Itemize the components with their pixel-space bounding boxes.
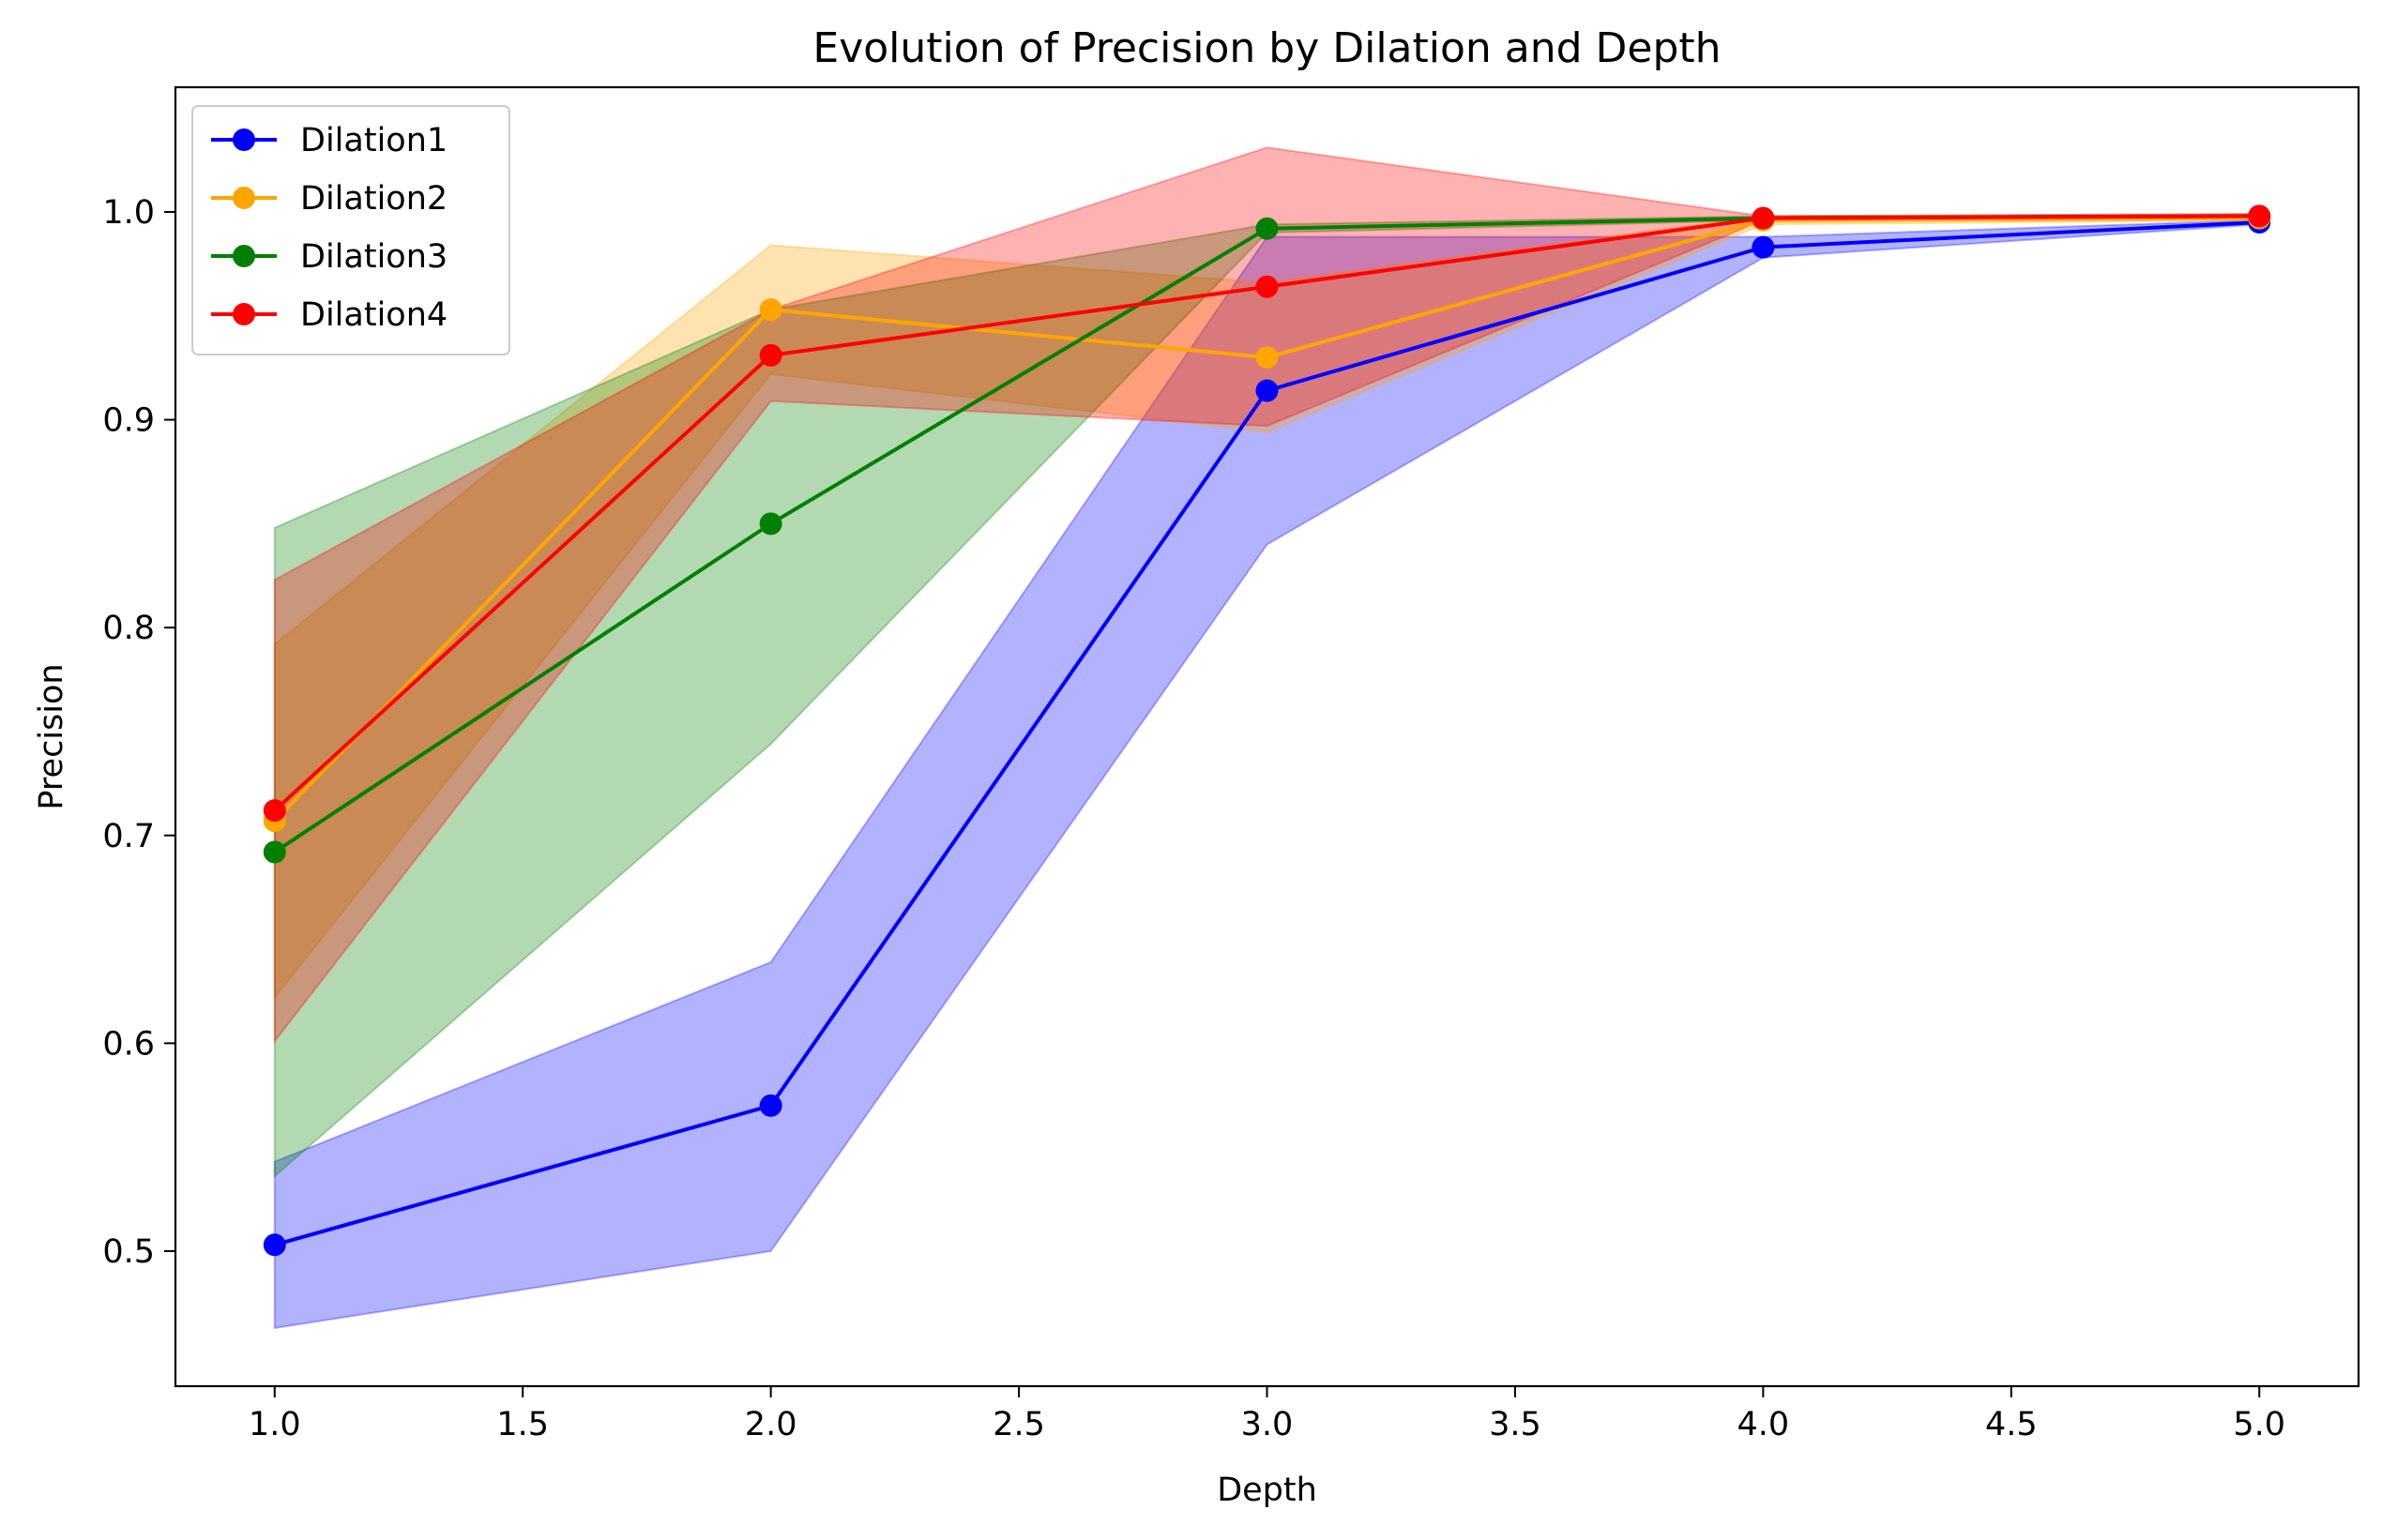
legend-label: Dilation3 xyxy=(300,238,448,276)
x-tick-label: 1.5 xyxy=(496,1406,549,1443)
data-point-dilation4 xyxy=(2248,204,2271,228)
x-tick-label: 2.0 xyxy=(745,1406,797,1443)
data-point-dilation4 xyxy=(1752,206,1775,230)
x-tick-label: 1.0 xyxy=(249,1406,301,1443)
legend-label: Dilation1 xyxy=(300,122,448,159)
data-point-dilation1 xyxy=(1752,235,1775,259)
data-point-dilation1 xyxy=(263,1233,286,1257)
data-point-dilation2 xyxy=(1255,346,1279,370)
y-tick-label: 0.8 xyxy=(102,610,155,647)
data-point-dilation4 xyxy=(263,799,286,823)
x-tick-label: 5.0 xyxy=(2233,1406,2285,1443)
y-axis-label: Precision xyxy=(33,663,70,809)
y-tick-label: 0.6 xyxy=(102,1025,155,1063)
data-point-dilation2 xyxy=(759,298,782,322)
data-point-dilation4 xyxy=(1255,275,1279,298)
legend-label: Dilation4 xyxy=(300,296,448,334)
x-tick-label: 4.0 xyxy=(1737,1406,1790,1443)
legend-swatch-marker xyxy=(233,303,255,325)
y-tick-label: 0.9 xyxy=(102,402,155,440)
data-point-dilation3 xyxy=(1255,217,1279,240)
data-point-dilation1 xyxy=(759,1094,782,1117)
series-lines xyxy=(263,204,2271,1257)
data-point-dilation3 xyxy=(759,512,782,536)
x-tick-label: 4.5 xyxy=(1985,1406,2038,1443)
y-tick-label: 0.7 xyxy=(102,818,155,855)
legend-label: Dilation2 xyxy=(300,180,448,218)
x-tick-label: 3.0 xyxy=(1241,1406,1294,1443)
chart-title: Evolution of Precision by Dilation and D… xyxy=(812,24,1721,72)
legend-box xyxy=(191,105,510,355)
data-point-dilation3 xyxy=(263,840,286,864)
x-axis-label: Depth xyxy=(1217,1472,1317,1509)
y-axis-ticks: 0.5 0.6 0.7 0.8 0.9 1.0 xyxy=(102,194,175,1271)
x-tick-label: 3.5 xyxy=(1489,1406,1541,1443)
data-point-dilation1 xyxy=(1255,379,1279,402)
legend-swatch-marker xyxy=(233,187,255,209)
y-tick-label: 0.5 xyxy=(102,1233,155,1271)
y-tick-label: 1.0 xyxy=(102,194,155,232)
legend-swatch-marker xyxy=(233,128,255,151)
legend-swatch-marker xyxy=(233,245,255,267)
x-axis-ticks: 1.0 1.5 2.0 2.5 3.0 3.5 4.0 4.5 5.0 xyxy=(249,1386,2285,1443)
data-point-dilation4 xyxy=(759,343,782,367)
x-tick-label: 2.5 xyxy=(993,1406,1045,1443)
legend: Dilation1 Dilation2 Dilation3 Dilation4 xyxy=(191,105,510,355)
